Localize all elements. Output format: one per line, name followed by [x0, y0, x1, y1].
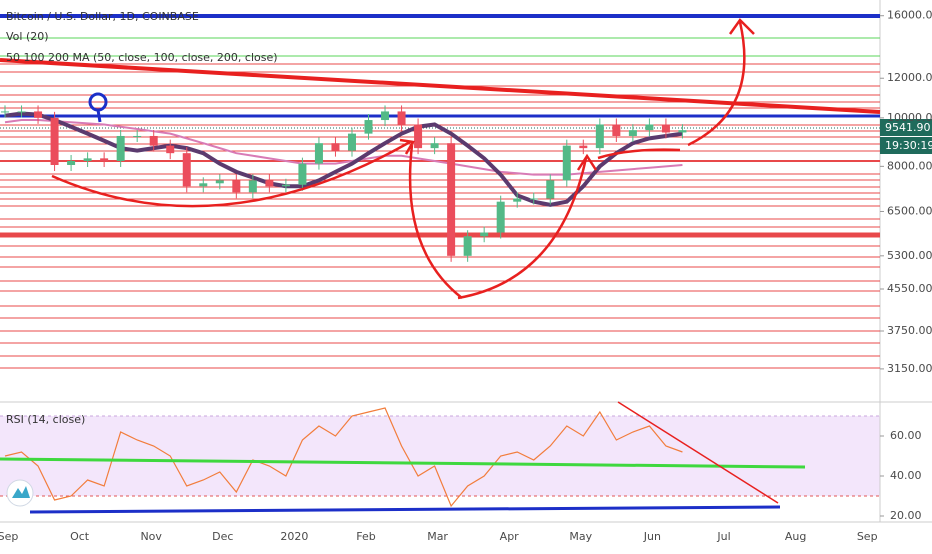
candle: [281, 184, 290, 187]
candle: [314, 143, 323, 164]
rsi-trendline: [617, 401, 779, 504]
candle: [496, 201, 505, 233]
countdown-box: [880, 137, 932, 154]
candle: [298, 163, 307, 185]
y-tick-label: 8000.00: [887, 159, 932, 172]
x-tick-label: Nov: [140, 530, 162, 543]
x-tick-label: Mar: [427, 530, 448, 543]
y-tick-label: 6500.00: [887, 204, 932, 217]
marker-pin: [96, 109, 102, 123]
x-tick-label: Dec: [212, 530, 233, 543]
candle: [67, 160, 76, 165]
x-tick-label: Sep: [857, 530, 878, 543]
candle: [546, 180, 555, 199]
candle: [133, 135, 142, 137]
candle: [447, 143, 456, 256]
rsi-trendline: [29, 505, 781, 514]
candle: [579, 145, 588, 149]
x-tick-label: Sep: [0, 530, 18, 543]
candle: [100, 158, 109, 161]
x-tick-label: May: [569, 530, 592, 543]
candle: [463, 236, 472, 256]
series-layer: [0, 105, 880, 508]
y-tick-label: 12000.00: [887, 71, 932, 84]
candle: [166, 145, 175, 154]
candle: [381, 111, 390, 121]
last-price-box: [880, 119, 932, 136]
rsi-trendline: [0, 457, 806, 469]
candle: [430, 143, 439, 149]
symbol-title: Bitcoin / U.S. Dollar, 1D, COINBASE: [6, 10, 199, 23]
rsi-line: [4, 407, 683, 508]
candle: [595, 124, 604, 149]
rsi-tick-label: 40.00: [890, 469, 922, 482]
candle: [513, 198, 522, 202]
y-tick-label: 16000.00: [887, 9, 932, 22]
x-tick-label: Feb: [356, 530, 375, 543]
candle: [248, 180, 257, 193]
candle: [199, 183, 208, 187]
y-tick-label: 3150.00: [887, 362, 932, 375]
rsi-label: RSI (14, close): [6, 413, 85, 426]
candle: [480, 232, 489, 237]
x-tick-label: Aug: [785, 530, 806, 543]
y-tick-label: 5300.00: [887, 249, 932, 262]
x-tick-label: Oct: [70, 530, 90, 543]
candle: [364, 120, 373, 134]
x-tick-label: Jun: [643, 530, 661, 543]
candle: [661, 124, 670, 133]
candle: [331, 143, 340, 151]
y-tick-label: 4550.00: [887, 282, 932, 295]
last-price: 9541.90: [885, 121, 931, 134]
y-tick-label: 3750.00: [887, 324, 932, 337]
candle: [628, 130, 637, 136]
candle: [678, 130, 687, 133]
candle: [50, 117, 59, 165]
y-tick-label: 10000.00: [887, 111, 932, 124]
ma-label: 50 100 200 MA (50, close, 100, close, 20…: [6, 51, 278, 64]
logo: [12, 486, 30, 498]
candle: [232, 180, 241, 193]
rsi-band: [0, 416, 880, 496]
candle: [215, 180, 224, 184]
candle: [116, 135, 125, 161]
candle: [83, 158, 92, 161]
candle: [34, 111, 43, 118]
candle: [645, 124, 654, 131]
candle: [562, 145, 571, 181]
candle: [149, 135, 158, 146]
candle: [265, 180, 274, 187]
x-tick-label: Jul: [716, 530, 730, 543]
candle: [397, 111, 406, 125]
candle: [1, 111, 9, 113]
rsi-tick-label: 20.00: [890, 509, 922, 522]
x-tick-label: Apr: [500, 530, 520, 543]
x-tick-label: 2020: [280, 530, 308, 543]
countdown: 19:30:19: [885, 139, 932, 152]
candle: [529, 198, 538, 200]
rsi-tick-label: 60.00: [890, 429, 922, 442]
annotations: [0, 18, 881, 300]
candle: [414, 124, 423, 149]
candle: [182, 153, 191, 187]
volume-label: Vol (20): [6, 30, 49, 43]
candle: [347, 133, 356, 151]
candle: [17, 111, 26, 113]
candle: [612, 124, 621, 136]
